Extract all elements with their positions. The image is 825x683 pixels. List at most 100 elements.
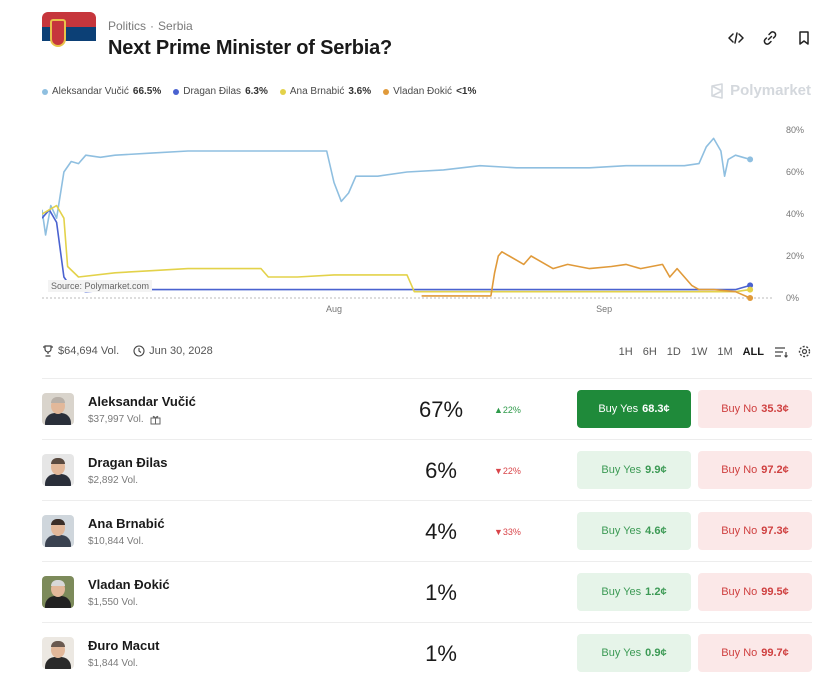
legend-pct-vucic: 66.5% xyxy=(132,86,162,97)
y-tick-label: 80% xyxy=(786,125,804,135)
buy-no-button[interactable]: Buy No 97.2¢ xyxy=(698,451,812,489)
volume-value: $64,694 Vol. xyxy=(58,345,120,357)
brand-name: Polymarket xyxy=(730,82,811,99)
legend-label-djokic: Vladan Đokić xyxy=(393,86,453,97)
series-end-point-1 xyxy=(747,282,754,289)
outcome-row-macut[interactable]: Đuro Macut $1,844 Vol. 1% Buy Yes 0.9¢ Bu… xyxy=(42,622,812,683)
y-tick-label: 60% xyxy=(786,167,804,177)
range-1h[interactable]: 1H xyxy=(618,345,633,358)
legend-pct-djilas: 6.3% xyxy=(245,86,268,97)
series-line-3 xyxy=(421,251,751,299)
embed-icon[interactable] xyxy=(728,30,744,46)
series-end-point-3 xyxy=(747,295,754,301)
buy-yes-button[interactable]: Buy Yes 68.3¢ xyxy=(577,390,691,428)
candidate-volume: $1,844 Vol. xyxy=(88,658,139,669)
buy-yes-label: Buy Yes xyxy=(601,647,642,659)
candidate-volume-value: $37,997 Vol. xyxy=(88,414,144,425)
buy-no-label: Buy No xyxy=(721,525,758,537)
outcome-row-brnabic[interactable]: Ana Brnabić $10,844 Vol. 4% ▼33% Buy Yes… xyxy=(42,500,812,561)
breadcrumb-separator: · xyxy=(150,19,155,33)
legend-label-brnabic: Ana Brnabić xyxy=(289,86,345,97)
buy-no-button[interactable]: Buy No 99.7¢ xyxy=(698,634,812,672)
avatar-djilas xyxy=(42,454,74,486)
range-1m[interactable]: 1M xyxy=(717,345,733,358)
candidate-volume: $2,892 Vol. xyxy=(88,475,139,486)
range-1d[interactable]: 1D xyxy=(666,345,681,358)
end-date-stat: Jun 30, 2028 xyxy=(133,345,213,357)
series-end-point-0 xyxy=(747,156,754,163)
buy-no-label: Buy No xyxy=(721,647,758,659)
breadcrumb-serbia[interactable]: Serbia xyxy=(158,19,193,33)
range-1w[interactable]: 1W xyxy=(690,345,708,358)
range-6h[interactable]: 6H xyxy=(642,345,657,358)
legend-pct-djokic: <1% xyxy=(456,86,477,97)
chart-source-label: Source: Polymarket.com xyxy=(48,280,153,292)
legend-item-djokic: Vladan Đokić <1% xyxy=(383,86,476,97)
buy-yes-button[interactable]: Buy Yes 0.9¢ xyxy=(577,634,691,672)
gift-icon[interactable] xyxy=(150,414,161,425)
candidate-probability: 1% xyxy=(425,641,457,666)
buy-no-label: Buy No xyxy=(721,586,758,598)
end-date-value: Jun 30, 2028 xyxy=(149,345,213,357)
buy-yes-price: 9.9¢ xyxy=(645,464,667,476)
buy-yes-price: 1.2¢ xyxy=(645,586,667,598)
buy-no-label: Buy No xyxy=(721,464,758,476)
link-icon[interactable] xyxy=(762,30,778,46)
x-tick-label: Sep xyxy=(596,304,612,314)
legend-dot-djilas xyxy=(173,88,180,95)
buy-no-price: 97.2¢ xyxy=(761,464,789,476)
buy-yes-button[interactable]: Buy Yes 1.2¢ xyxy=(577,573,691,611)
avatar-brnabic xyxy=(42,515,74,547)
candidate-name: Aleksandar Vučić xyxy=(88,394,196,409)
outcome-list: Aleksandar Vučić $37,997 Vol. 67% ▲22% B… xyxy=(42,378,812,683)
candidate-name: Ana Brnabić xyxy=(88,516,165,531)
breadcrumb-politics[interactable]: Politics xyxy=(108,19,147,33)
candidate-volume: $37,997 Vol. xyxy=(88,414,161,425)
buy-yes-button[interactable]: Buy Yes 9.9¢ xyxy=(577,451,691,489)
outcome-row-vucic[interactable]: Aleksandar Vučić $37,997 Vol. 67% ▲22% B… xyxy=(42,378,812,439)
time-range-selector: 1H 6H 1D 1W 1M ALL xyxy=(619,345,811,358)
buy-no-price: 99.7¢ xyxy=(761,647,789,659)
chart-legend: Aleksandar Vučić 66.5% Dragan Đilas 6.3% A… xyxy=(42,86,476,97)
avatar-vucic xyxy=(42,393,74,425)
filter-lines-icon[interactable] xyxy=(774,346,788,358)
bookmark-icon[interactable] xyxy=(796,30,812,46)
series-line-2 xyxy=(42,204,751,293)
clock-icon xyxy=(133,345,145,357)
market-meta: $64,694 Vol. Jun 30, 2028 xyxy=(42,345,213,357)
buy-yes-price: 0.9¢ xyxy=(645,647,667,659)
candidate-probability: 6% xyxy=(425,458,457,483)
range-all[interactable]: ALL xyxy=(742,345,764,358)
y-tick-label: 0% xyxy=(786,293,799,303)
buy-no-button[interactable]: Buy No 35.3¢ xyxy=(698,390,812,428)
polymarket-logo: Polymarket xyxy=(709,82,811,99)
legend-item-djilas: Dragan Đilas 6.3% xyxy=(173,86,268,97)
avatar-macut xyxy=(42,637,74,669)
series-end-point-2 xyxy=(747,286,754,293)
candidate-change: ▼33% xyxy=(494,527,521,537)
polymarket-logo-icon xyxy=(711,82,723,99)
outcome-row-djilas[interactable]: Dragan Đilas $2,892 Vol. 6% ▼22% Buy Yes… xyxy=(42,439,812,500)
buy-no-button[interactable]: Buy No 97.3¢ xyxy=(698,512,812,550)
buy-yes-button[interactable]: Buy Yes 4.6¢ xyxy=(577,512,691,550)
candidate-name: Vladan Đokić xyxy=(88,577,170,592)
gear-icon[interactable] xyxy=(798,345,811,358)
buy-no-price: 99.5¢ xyxy=(761,586,789,598)
buy-yes-label: Buy Yes xyxy=(601,525,642,537)
candidate-probability: 1% xyxy=(425,580,457,605)
candidate-volume: $1,550 Vol. xyxy=(88,597,139,608)
candidate-name: Đuro Macut xyxy=(88,638,160,653)
x-tick-label: Aug xyxy=(326,304,342,314)
buy-yes-price: 68.3¢ xyxy=(642,403,670,415)
buy-yes-label: Buy Yes xyxy=(601,464,642,476)
legend-item-vucic: Aleksandar Vučić 66.5% xyxy=(42,86,161,97)
buy-yes-label: Buy Yes xyxy=(598,403,639,415)
buy-no-price: 97.3¢ xyxy=(761,525,789,537)
price-history-chart[interactable]: 80% 60% 40% 20% 0% Aug Sep xyxy=(42,120,812,320)
buy-no-price: 35.3¢ xyxy=(761,403,789,415)
series-line-0 xyxy=(42,137,751,236)
buy-no-button[interactable]: Buy No 99.5¢ xyxy=(698,573,812,611)
candidate-probability: 4% xyxy=(425,519,457,544)
serbia-flag-icon xyxy=(42,12,96,56)
outcome-row-djokic[interactable]: Vladan Đokić $1,550 Vol. 1% Buy Yes 1.2¢ … xyxy=(42,561,812,622)
